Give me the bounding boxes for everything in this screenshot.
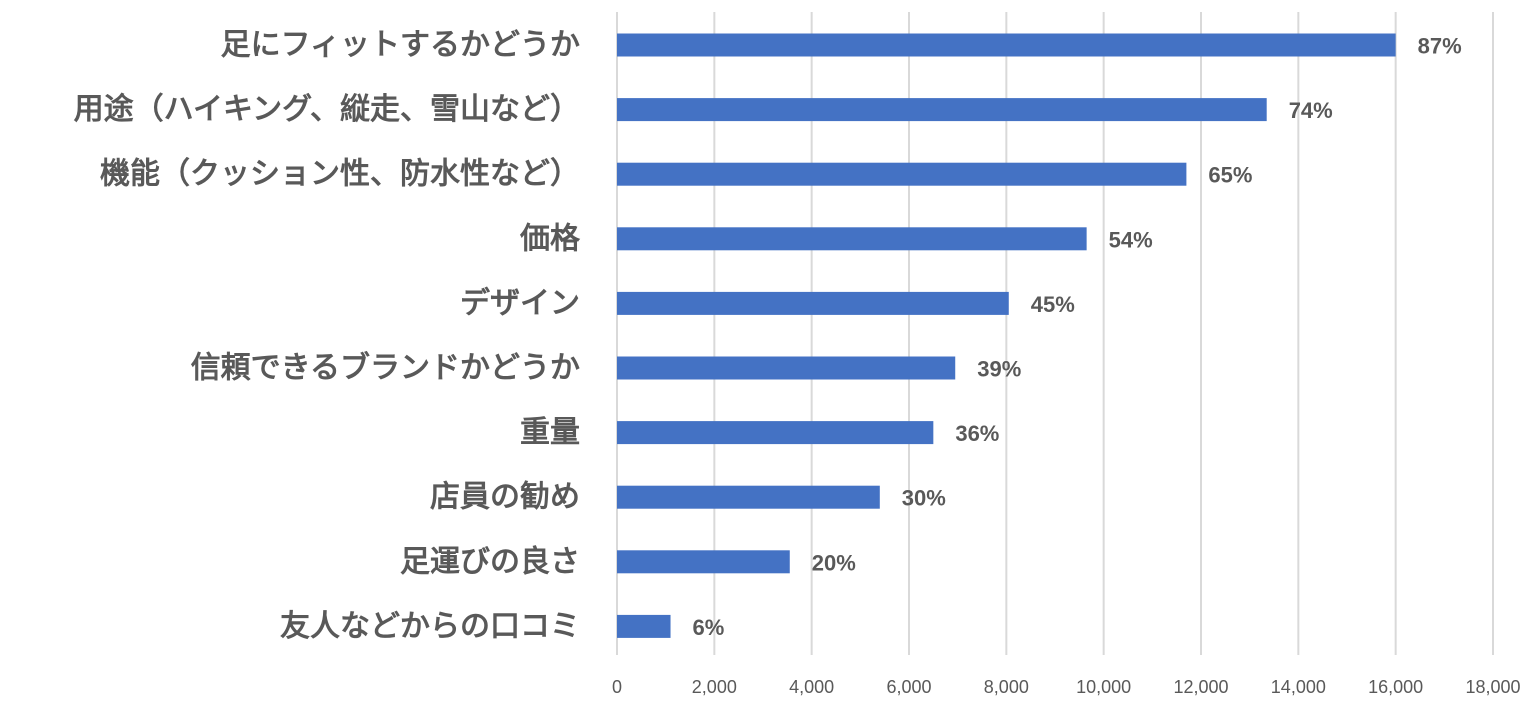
x-tick-label: 10,000 bbox=[1076, 677, 1131, 697]
data-label: 45% bbox=[1031, 292, 1075, 317]
data-label: 87% bbox=[1418, 34, 1462, 59]
bar-4 bbox=[617, 291, 1009, 315]
data-label: 74% bbox=[1289, 98, 1333, 123]
category-label: 価格 bbox=[519, 221, 581, 256]
bar-6 bbox=[617, 421, 934, 445]
bar-7 bbox=[617, 485, 880, 509]
x-tick-label: 0 bbox=[612, 677, 622, 697]
x-tick-label: 4,000 bbox=[789, 677, 834, 697]
data-label: 36% bbox=[955, 421, 999, 446]
data-label: 39% bbox=[977, 357, 1021, 382]
bars bbox=[617, 33, 1396, 638]
x-tick-label: 18,000 bbox=[1465, 677, 1520, 697]
bar-3 bbox=[617, 227, 1087, 251]
x-tick-label: 14,000 bbox=[1271, 677, 1326, 697]
x-axis-ticks: 0 2,000 4,000 6,000 8,000 10,000 12,000 14,000 1… bbox=[612, 677, 1521, 697]
category-label: 足にフィットするかどうか bbox=[221, 28, 580, 63]
bar-9 bbox=[617, 614, 671, 638]
category-label: デザイン bbox=[460, 286, 580, 321]
category-label: 用途（ハイキング、縦走、雪山など） bbox=[74, 92, 580, 127]
data-label: 6% bbox=[693, 615, 725, 640]
bar-1 bbox=[617, 98, 1267, 122]
category-label: 友人などからの口コミ bbox=[280, 609, 580, 644]
x-tick-label: 6,000 bbox=[886, 677, 931, 697]
category-label: 店員の勧め bbox=[430, 480, 580, 515]
category-label: 足運びの良さ bbox=[400, 544, 580, 579]
data-labels: 87% 74% 65% 54% 45% 39% 36% 30% 20% 6% bbox=[693, 34, 1462, 640]
bar-5 bbox=[617, 356, 956, 380]
data-label: 54% bbox=[1109, 227, 1153, 252]
x-tick-label: 16,000 bbox=[1368, 677, 1423, 697]
x-tick-label: 8,000 bbox=[984, 677, 1029, 697]
data-label: 65% bbox=[1208, 163, 1252, 188]
category-label: 信頼できるブランドかどうか bbox=[191, 351, 580, 386]
bar-0 bbox=[617, 33, 1396, 57]
category-label: 重量 bbox=[520, 415, 580, 450]
data-label: 20% bbox=[812, 550, 856, 575]
x-tick-label: 2,000 bbox=[692, 677, 737, 697]
data-label: 30% bbox=[902, 486, 946, 511]
bar-8 bbox=[617, 550, 790, 574]
x-tick-label: 12,000 bbox=[1173, 677, 1228, 697]
category-label: 機能（クッション性、防水性など） bbox=[100, 157, 580, 192]
bar-2 bbox=[617, 162, 1187, 186]
